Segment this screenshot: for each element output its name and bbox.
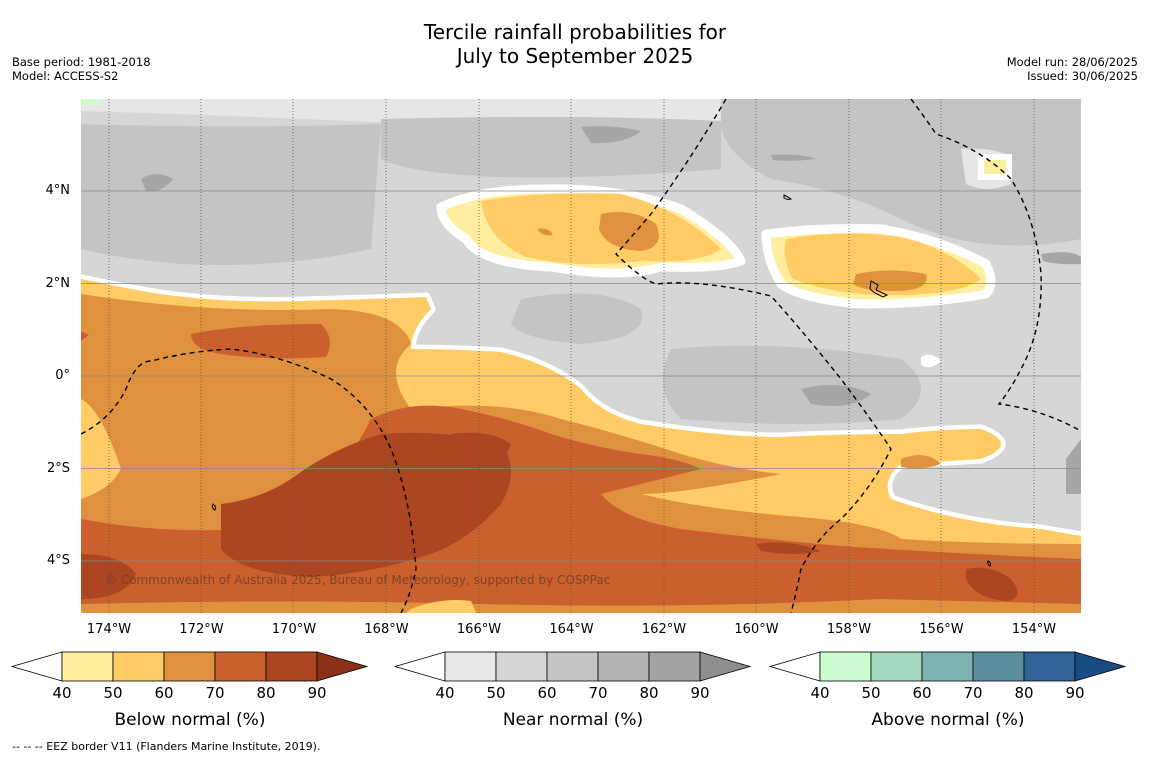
latitude-label: 4°S bbox=[46, 553, 70, 568]
latitude-label: 0° bbox=[55, 368, 70, 383]
colorbar-tick-label: 90 bbox=[1065, 684, 1085, 702]
colorbar-tick-label: 60 bbox=[912, 684, 932, 702]
colorbar-tick-label: 90 bbox=[307, 684, 327, 702]
longitude-label: 170°W bbox=[271, 622, 317, 637]
map-title-line-1: Tercile rainfall probabilities for bbox=[423, 20, 727, 44]
rainfall-probability-map bbox=[81, 99, 1081, 613]
colorbar-min-arrow bbox=[10, 651, 63, 682]
longitude-label: 168°W bbox=[364, 622, 409, 637]
colorbar-tick-label: 50 bbox=[861, 684, 881, 702]
longitude-label: 158°W bbox=[826, 622, 872, 637]
islands bbox=[211, 194, 992, 567]
colorbar-segment bbox=[444, 651, 497, 682]
colorbar-min-arrow bbox=[393, 651, 446, 682]
longitude-label: 156°W bbox=[919, 622, 964, 637]
longitude-label: 154°W bbox=[1011, 622, 1057, 637]
model-name: Model: ACCESS-S2 bbox=[12, 69, 119, 83]
colorbar-segment bbox=[61, 651, 114, 682]
issued-date: Issued: 30/06/2025 bbox=[1027, 69, 1138, 83]
colorbar-segment bbox=[163, 651, 216, 682]
colorbar-title: Near normal (%) bbox=[502, 710, 644, 730]
colorbar-tick-label: 70 bbox=[588, 684, 608, 702]
colorbar-tick-label: 70 bbox=[205, 684, 225, 702]
map-title-line-2: July to September 2025 bbox=[456, 44, 694, 68]
colorbar-segment bbox=[265, 651, 318, 682]
colorbars bbox=[10, 651, 1127, 682]
northern-patches bbox=[436, 154, 1012, 368]
eez-footnote: -- -- -- EEZ border V11 (Flanders Marine… bbox=[12, 740, 321, 753]
colorbar-segment bbox=[921, 651, 974, 682]
longitude-label: 164°W bbox=[549, 622, 594, 637]
colorbar-min-arrow bbox=[768, 651, 821, 682]
colorbar-tick-label: 60 bbox=[154, 684, 174, 702]
model-info: Base period: 1981-2018 Model: ACCESS-S2 bbox=[12, 55, 151, 83]
latitude-label: 2°S bbox=[46, 460, 70, 476]
colorbar-tick-label: 40 bbox=[810, 684, 830, 702]
colorbar bbox=[768, 651, 1127, 682]
colorbar-segment bbox=[214, 651, 267, 682]
colorbar-tick-label: 50 bbox=[486, 684, 506, 702]
graticule bbox=[81, 99, 1081, 613]
longitude-label: 166°W bbox=[456, 622, 502, 637]
colorbar-tick-label: 50 bbox=[103, 684, 123, 702]
colorbar-max-arrow bbox=[1074, 651, 1127, 682]
colorbar-segment bbox=[112, 651, 165, 682]
colorbar bbox=[10, 651, 369, 682]
colorbar-max-arrow bbox=[699, 651, 752, 682]
colorbar-tick-label: 80 bbox=[639, 684, 659, 702]
latitude-label: 4°N bbox=[45, 183, 71, 198]
map-title: Tercile rainfall probabilities for July … bbox=[0, 20, 1150, 68]
colorbar-tick-label: 80 bbox=[1014, 684, 1034, 702]
colorbar-tick-label: 60 bbox=[537, 684, 557, 702]
colorbar-tick-label: 40 bbox=[435, 684, 455, 702]
colorbar-segment bbox=[648, 651, 701, 682]
longitude-label: 172°W bbox=[179, 622, 224, 637]
colorbar-segment bbox=[819, 651, 872, 682]
colorbar-segment bbox=[546, 651, 599, 682]
colorbar bbox=[393, 651, 752, 682]
colorbar-tick-label: 40 bbox=[52, 684, 72, 702]
base-period: Base period: 1981-2018 bbox=[12, 55, 151, 69]
eez-borders bbox=[81, 99, 1081, 613]
latitude-label: 2°N bbox=[45, 275, 71, 291]
colorbar-tick-label: 70 bbox=[963, 684, 983, 702]
longitude-label: 174°W bbox=[86, 622, 132, 637]
colorbar-max-arrow bbox=[316, 651, 369, 682]
colorbar-title: Below normal (%) bbox=[114, 710, 266, 730]
copyright-notice: © Commonwealth of Australia 2025, Bureau… bbox=[105, 573, 611, 587]
colorbar-segment bbox=[972, 651, 1025, 682]
colorbar-segment bbox=[495, 651, 548, 682]
colorbar-title: Above normal (%) bbox=[871, 710, 1025, 730]
colorbar-segment bbox=[1023, 651, 1076, 682]
longitude-label: 160°W bbox=[734, 622, 779, 637]
colorbar-segment bbox=[870, 651, 923, 682]
run-info: Model run: 28/06/2025 Issued: 30/06/2025 bbox=[1007, 55, 1138, 83]
colorbar-tick-label: 90 bbox=[690, 684, 710, 702]
colorbar-segment bbox=[597, 651, 650, 682]
colorbar-tick-label: 80 bbox=[256, 684, 276, 702]
model-run: Model run: 28/06/2025 bbox=[1006, 55, 1138, 69]
longitude-label: 162°W bbox=[641, 622, 687, 637]
